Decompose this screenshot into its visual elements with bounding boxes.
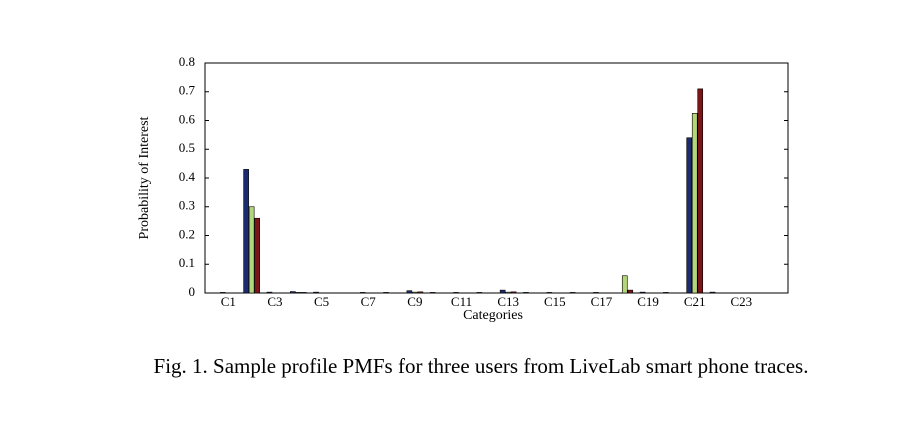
bar: [569, 292, 576, 294]
bar: [663, 292, 669, 294]
bar: [266, 291, 273, 294]
x-tick-label: C9: [407, 294, 422, 309]
bar: [383, 292, 389, 294]
x-tick-label: C17: [591, 294, 613, 309]
bar: [476, 292, 483, 294]
bar: [412, 291, 418, 294]
bar: [621, 275, 628, 294]
x-tick-label: C7: [361, 294, 377, 309]
bar: [359, 292, 366, 294]
bar: [313, 291, 319, 294]
bar: [499, 289, 506, 294]
bar: [300, 292, 307, 294]
bar: [429, 292, 436, 294]
y-axis-label: Probability of Interest: [137, 116, 152, 239]
bar: [627, 289, 634, 294]
bar: [505, 291, 511, 294]
bar: [510, 291, 517, 294]
bar: [686, 137, 693, 294]
bar: [697, 88, 704, 294]
bar: [546, 292, 553, 294]
x-tick-label: C21: [684, 294, 706, 309]
x-tick-label: C1: [221, 294, 236, 309]
bar: [523, 292, 529, 294]
bar: [453, 292, 459, 294]
bar: [417, 291, 424, 294]
bar: [406, 290, 413, 294]
y-tick-label: 0.6: [179, 111, 196, 126]
x-tick-label: C5: [314, 294, 329, 309]
bar: [709, 291, 716, 294]
y-tick-label: 0.1: [179, 255, 195, 270]
x-tick-label: C3: [267, 294, 282, 309]
bar: [220, 292, 226, 294]
y-tick-label: 0.4: [179, 169, 196, 184]
y-tick-label: 0.2: [179, 226, 195, 241]
y-tick-label: 0.7: [179, 83, 196, 98]
bar: [639, 291, 646, 294]
x-tick-label: C19: [637, 294, 659, 309]
x-tick-label: C15: [544, 294, 566, 309]
x-tick-label: C13: [497, 294, 519, 309]
y-tick-label: 0.8: [179, 54, 195, 69]
bar: [593, 292, 599, 294]
bar: [243, 169, 249, 294]
x-tick-label: C11: [451, 294, 472, 309]
x-tick-label: C23: [731, 294, 753, 309]
x-axis-label: Categories: [463, 308, 523, 323]
bar: [289, 291, 296, 294]
y-tick-label: 0.5: [179, 140, 195, 155]
bar: [254, 217, 260, 294]
bar: [295, 292, 302, 294]
y-tick-label: 0.3: [179, 198, 195, 213]
y-tick-label: 0: [189, 284, 196, 299]
bar: [248, 206, 255, 294]
caption: Fig. 1. Sample profile PMFs for three us…: [154, 354, 809, 378]
bar: [691, 113, 698, 294]
